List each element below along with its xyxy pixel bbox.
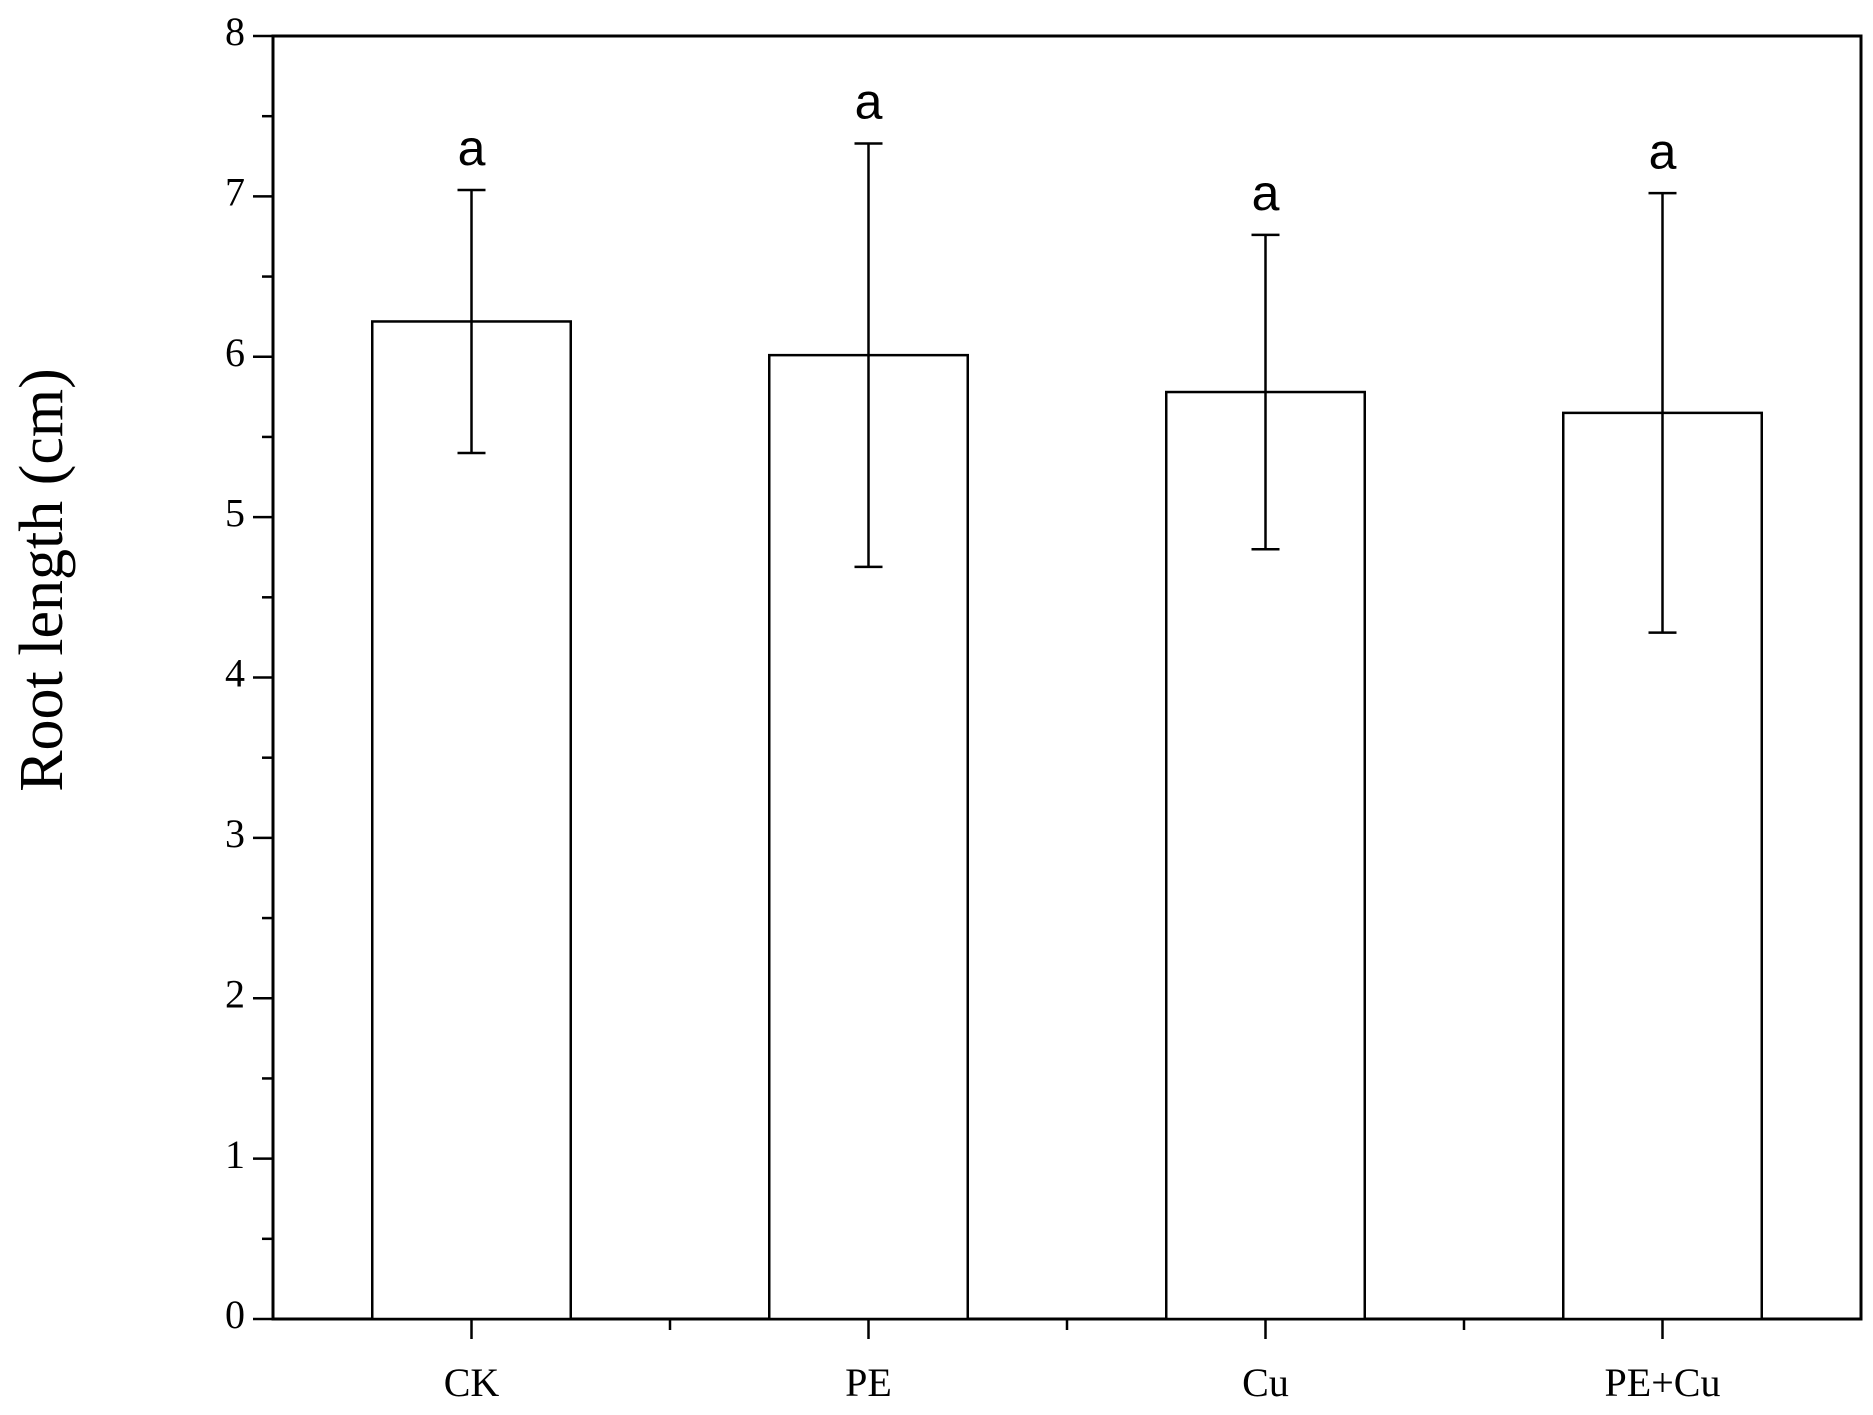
y-tick-label: 3: [225, 811, 245, 856]
x-tick-label: Cu: [1242, 1360, 1289, 1405]
y-tick-label: 6: [225, 330, 245, 375]
y-tick-label: 7: [225, 170, 245, 215]
significance-label: a: [458, 120, 486, 176]
significance-label: a: [1252, 165, 1280, 221]
bar: [1165, 390, 1366, 1321]
y-tick-label: 1: [225, 1132, 245, 1177]
significance-label: a: [1649, 123, 1677, 179]
y-tick-label: 5: [225, 490, 245, 535]
y-axis-label: Root length (cm): [8, 368, 76, 792]
x-tick-label: CK: [444, 1360, 500, 1405]
y-tick-label: 0: [225, 1292, 245, 1337]
y-tick-label: 4: [225, 651, 245, 696]
x-tick-label: PE+Cu: [1605, 1360, 1721, 1405]
significance-label: a: [855, 74, 883, 130]
bar: [371, 320, 572, 1321]
y-tick-label: 2: [225, 971, 245, 1016]
x-tick-label: PE: [845, 1360, 892, 1405]
y-tick-label: 8: [225, 9, 245, 54]
